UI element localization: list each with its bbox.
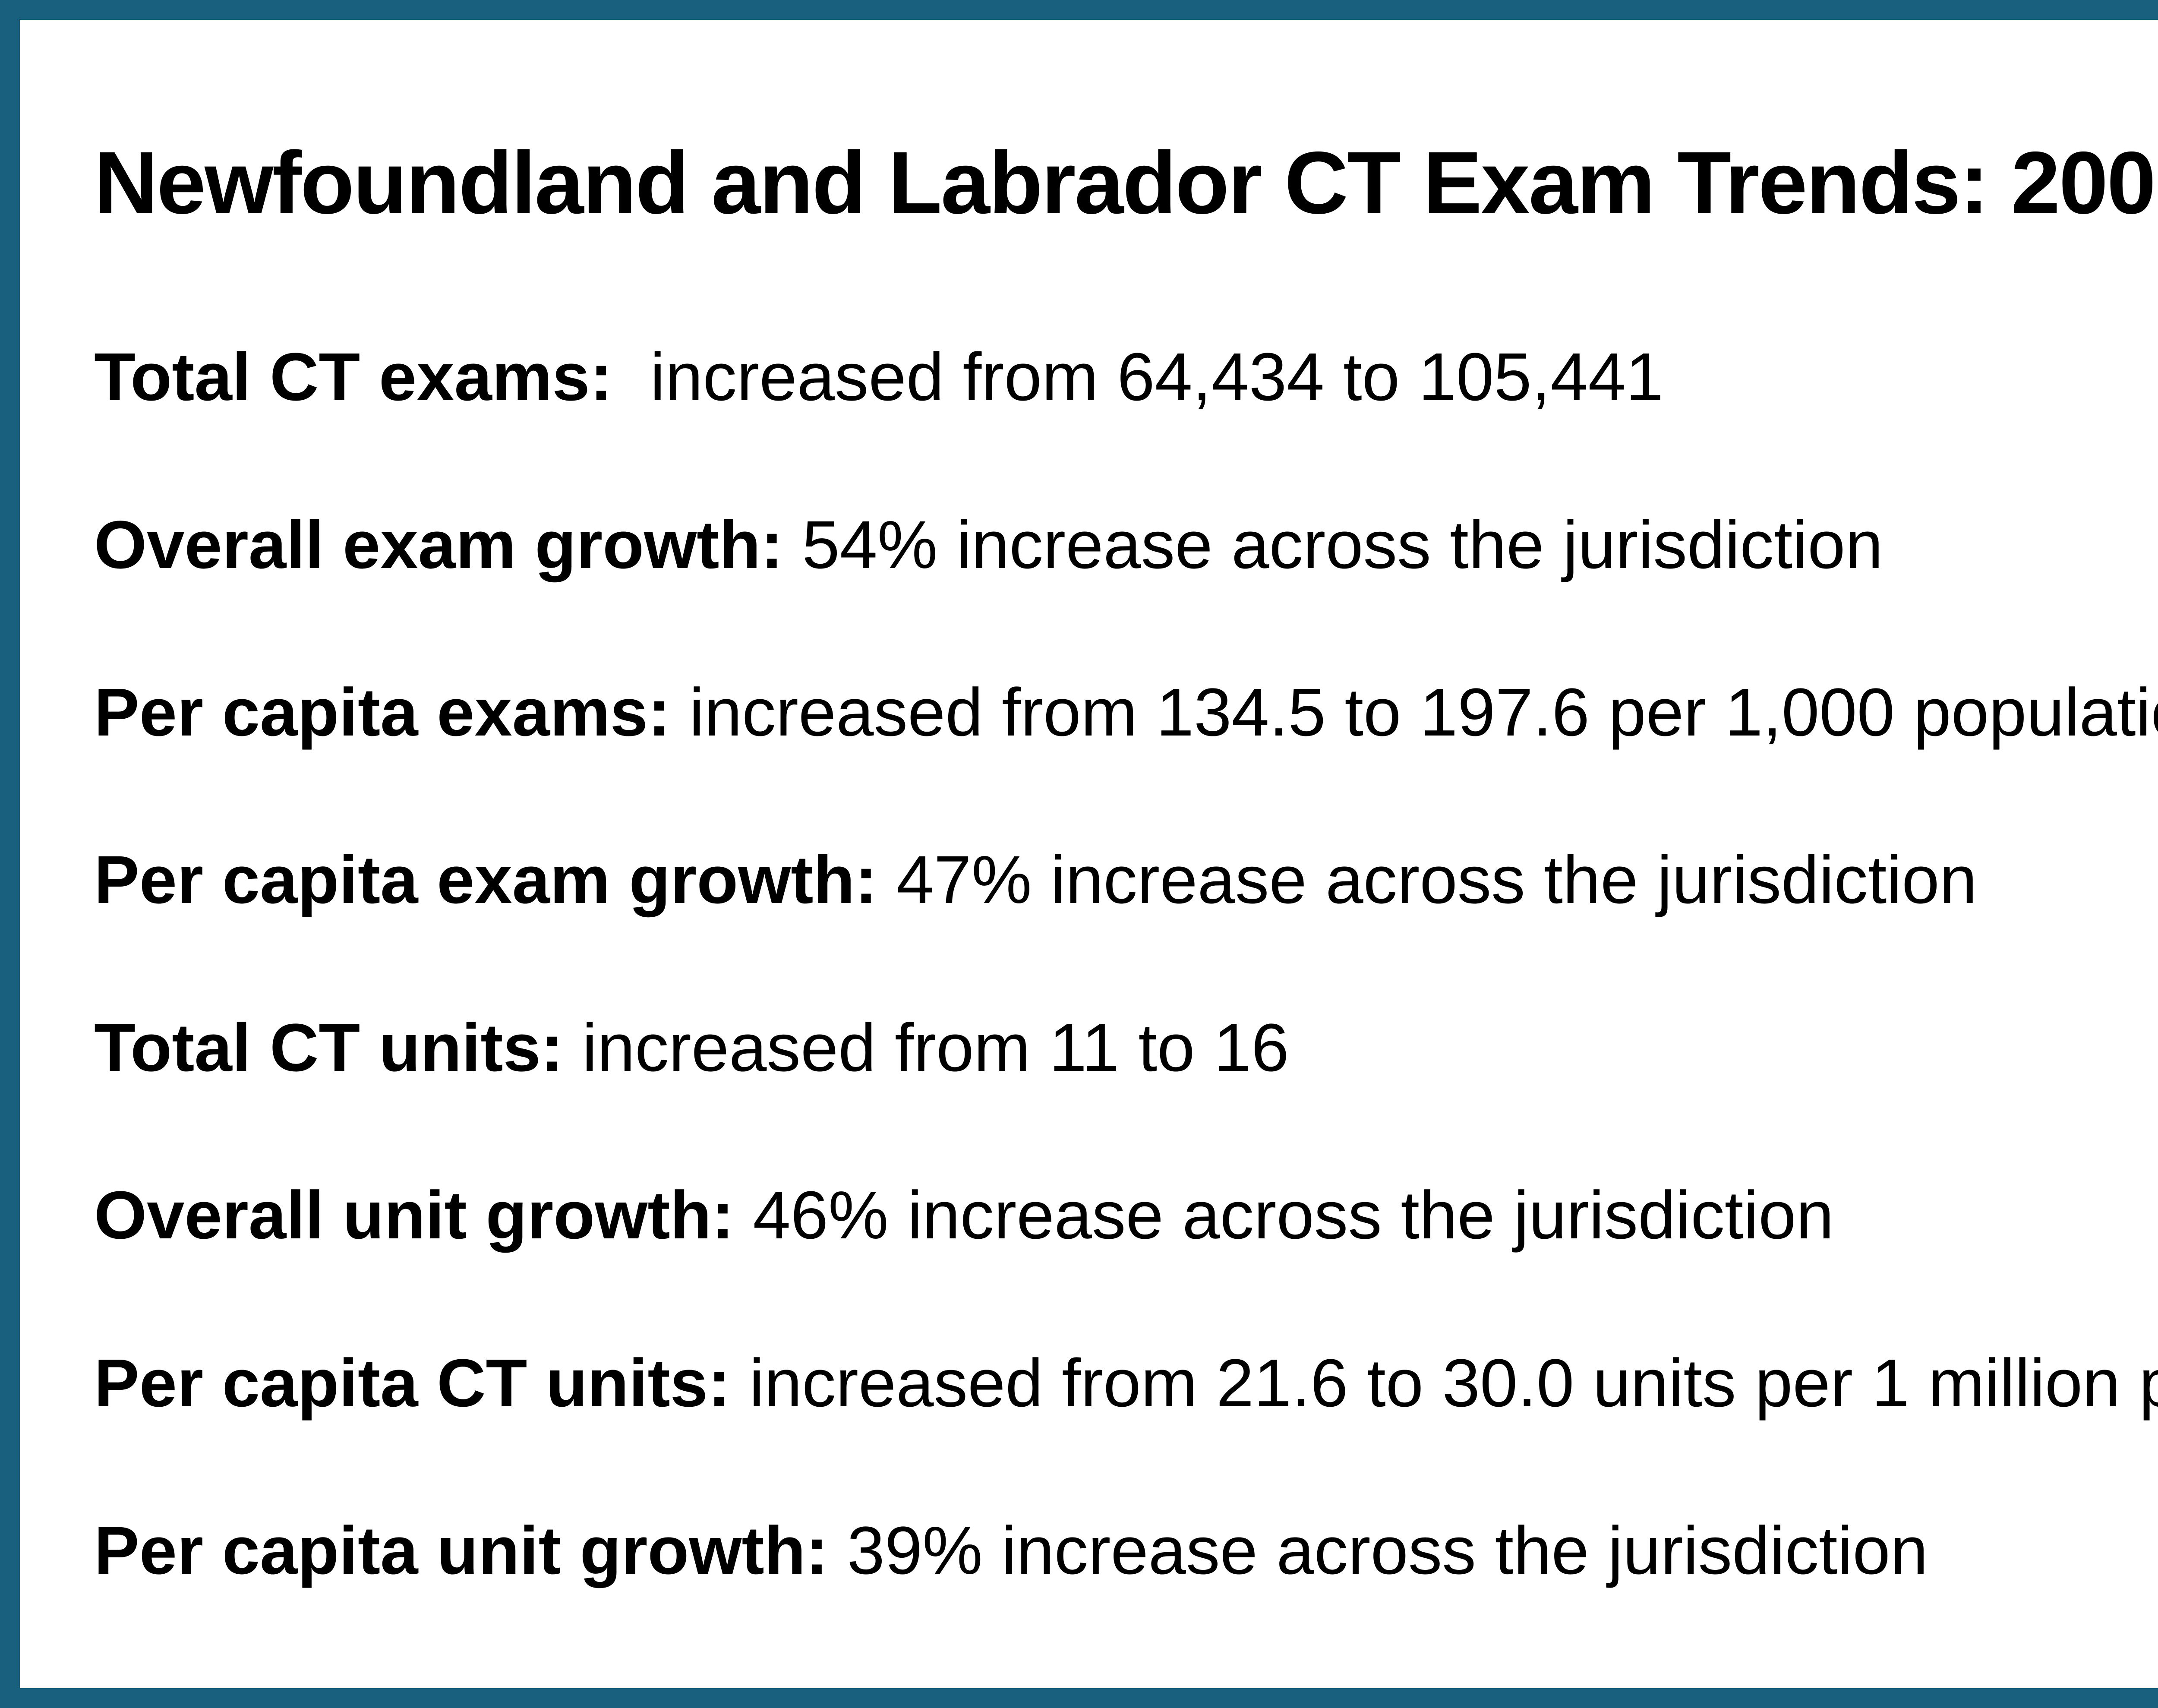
stat-label: Per capita exams: [94, 675, 671, 751]
stat-value: 39% increase across the jurisdiction [828, 1512, 1928, 1588]
stat-value: 46% increase across the jurisdiction [734, 1178, 1834, 1253]
stat-line-per-capita-ct-units: Per capita CT units: increased from 21.6… [94, 1343, 2158, 1424]
stat-line-overall-unit-growth: Overall unit growth: 46% increase across… [94, 1175, 2158, 1256]
stat-value: increased from 11 to 16 [563, 1010, 1289, 1086]
stat-line-total-ct-exams: Total CT exams: increased from 64,434 to… [94, 337, 2158, 418]
stat-line-per-capita-exams: Per capita exams: increased from 134.5 t… [94, 672, 2158, 753]
stat-line-per-capita-exam-growth: Per capita exam growth: 47% increase acr… [94, 840, 2158, 921]
stat-label: Total CT units: [94, 1010, 564, 1086]
stat-value: increased from 134.5 to 197.6 per 1,000 … [670, 675, 2158, 751]
stat-value: increased from 21.6 to 30.0 units per 1 … [749, 1345, 2158, 1421]
stats-list: Total CT exams: increased from 64,434 to… [94, 337, 2158, 1591]
stat-value: increased from 64,434 to 105,441 [612, 339, 1664, 415]
stat-label: Overall unit growth: [94, 1178, 734, 1253]
stat-value: 47% increase across the jurisdiction [877, 842, 1977, 918]
stat-value: 54% increase across the jurisdiction [783, 507, 1883, 583]
stat-line-total-ct-units: Total CT units: increased from 11 to 16 [94, 1007, 2158, 1089]
stat-label: Total CT exams: [94, 339, 613, 415]
stat-line-per-capita-unit-growth: Per capita unit growth: 39% increase acr… [94, 1510, 2158, 1591]
page-title: Newfoundland and Labrador CT Exam Trends… [94, 133, 2158, 232]
stat-line-overall-exam-growth: Overall exam growth: 54% increase across… [94, 505, 2158, 586]
content-panel: Newfoundland and Labrador CT Exam Trends… [20, 20, 2158, 1688]
stat-label: Per capita CT units: [94, 1345, 731, 1421]
stat-label: Per capita unit growth: [94, 1512, 828, 1588]
stat-label: Overall exam growth: [94, 507, 783, 583]
stat-label: Per capita exam growth: [94, 842, 877, 918]
